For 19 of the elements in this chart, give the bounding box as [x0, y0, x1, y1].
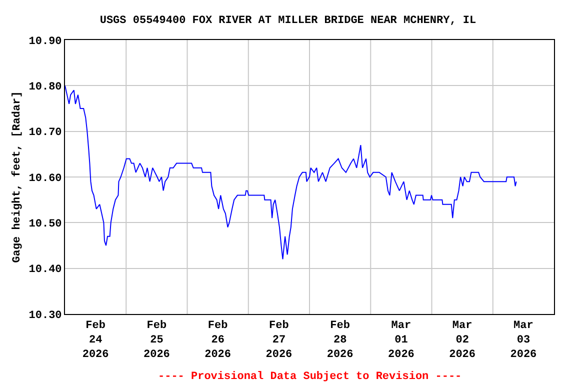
y-tick-label: 10.80: [28, 82, 62, 94]
y-tick-label: 10.40: [28, 264, 62, 276]
x-tick-label: Mar 02 2026: [449, 320, 476, 361]
y-tick-label: 10.90: [28, 36, 62, 48]
x-tick-label: Feb 24 2026: [82, 320, 109, 361]
x-tick-label: Mar 01 2026: [388, 320, 414, 361]
x-tick-label: Feb 25 2026: [143, 320, 170, 361]
text: ---- Provisional Data Subject to Revision ----: [158, 371, 462, 383]
x-tick-label: Feb 27 2026: [266, 320, 292, 361]
y-tick-label: 10.60: [28, 172, 62, 185]
y-tick-label: 10.50: [28, 218, 62, 231]
x-tick-label: Feb 28 2026: [326, 320, 354, 361]
x-tick-label: Feb 26 2026: [204, 320, 232, 361]
x-tick-label: Mar 03 2026: [510, 320, 537, 361]
y-axis-title: Gage height, feet, [Radar]: [10, 91, 24, 263]
y-tick-label: 10.30: [28, 310, 62, 322]
line-series: [65, 85, 517, 260]
y-tick-label: 10.70: [28, 127, 62, 140]
chart-title: USGS 05549400 FOX RIVER AT MILLER BRIDGE NEAR MCHENRY, IL: [100, 15, 477, 28]
